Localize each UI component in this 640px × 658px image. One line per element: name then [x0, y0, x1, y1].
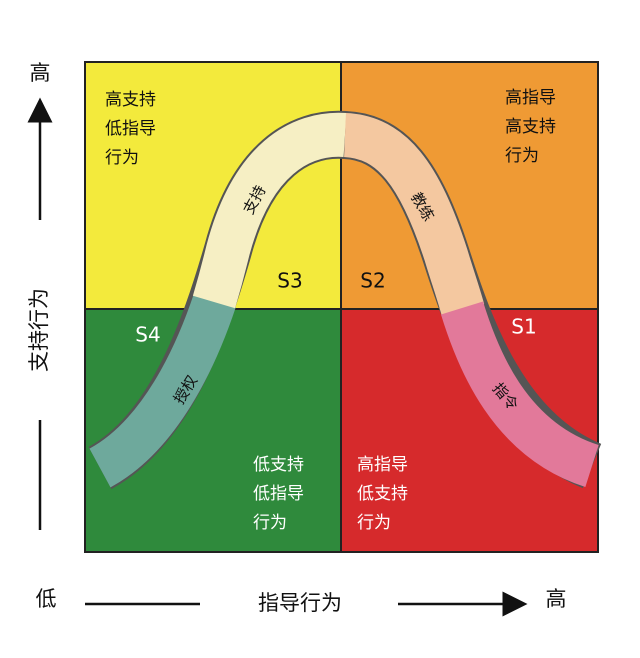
- stage-label: S3: [277, 269, 302, 293]
- text: 行为: [105, 148, 139, 168]
- axis-end-label: 低: [36, 587, 57, 611]
- text: 高指导: [505, 88, 556, 108]
- stage-label: S1: [511, 315, 536, 339]
- text: 高支持: [505, 117, 556, 137]
- quadrant-text: 高支持 低指导 行为 高指导 高支持 行为: [105, 88, 556, 168]
- text: 低支持: [253, 455, 304, 475]
- axis-label: 指导行为: [258, 591, 342, 615]
- text: 低指导: [105, 119, 156, 139]
- axis-end-label: 高: [30, 61, 51, 85]
- stage-label: S4: [135, 323, 160, 347]
- text: 低支持: [357, 484, 408, 504]
- text: 行为: [253, 513, 287, 533]
- quadrant-text: 低支持 低指导 行为 高指导 低支持 行为: [253, 455, 408, 533]
- curve-arrow: [87, 110, 603, 490]
- text: 行为: [357, 513, 391, 533]
- text: 高指导: [357, 455, 408, 475]
- text: 低指导: [253, 484, 304, 504]
- axis-label: 支持行为: [27, 288, 51, 372]
- text: 行为: [505, 146, 539, 166]
- text: 高支持: [105, 90, 156, 110]
- stage-label: S2: [360, 269, 385, 293]
- axis-end-label: 高: [546, 587, 567, 611]
